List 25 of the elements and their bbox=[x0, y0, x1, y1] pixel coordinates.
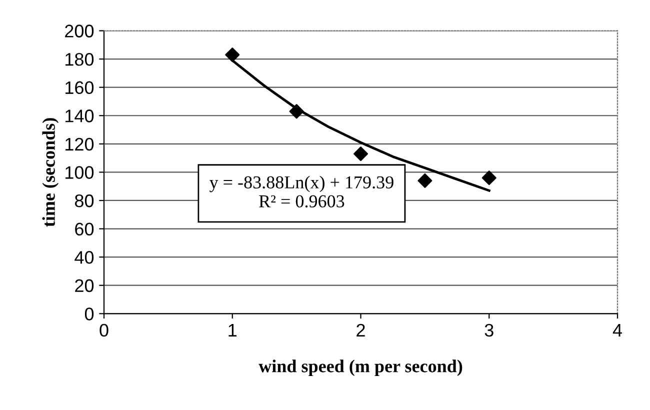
y-tick-label: 80 bbox=[74, 194, 94, 208]
y-tick-label: 160 bbox=[66, 81, 94, 94]
y-tick-label: 180 bbox=[66, 52, 94, 66]
point bbox=[418, 173, 432, 188]
y-tick-label: 60 bbox=[75, 222, 94, 236]
y-tick-label: 40 bbox=[74, 251, 94, 264]
y-tick-label: 200 bbox=[65, 24, 94, 38]
y-tick-label: 0 bbox=[84, 308, 94, 320]
x-tick-label: 1 bbox=[228, 324, 237, 336]
y-axis-title: time (seconds) bbox=[42, 118, 59, 227]
y-tick-label: 140 bbox=[66, 110, 94, 122]
annotation: R² = 0.9603 bbox=[259, 195, 344, 208]
y-tick-label: 20 bbox=[75, 279, 94, 292]
point bbox=[289, 104, 304, 119]
y-tick-label: 120 bbox=[66, 138, 94, 151]
annotation: y = -83.88Ln(x) + 179.39 bbox=[209, 176, 394, 192]
point bbox=[353, 146, 368, 162]
x-axis-title: wind speed (m per second) bbox=[258, 360, 462, 376]
x-tick-label: 3 bbox=[484, 324, 494, 337]
point bbox=[225, 48, 240, 62]
y-tick-label: 100 bbox=[66, 166, 94, 179]
point bbox=[482, 170, 496, 186]
x-tick-label: 2 bbox=[356, 324, 365, 336]
x-tick-label: 4 bbox=[612, 324, 622, 336]
x-tick-label: 0 bbox=[100, 324, 108, 337]
